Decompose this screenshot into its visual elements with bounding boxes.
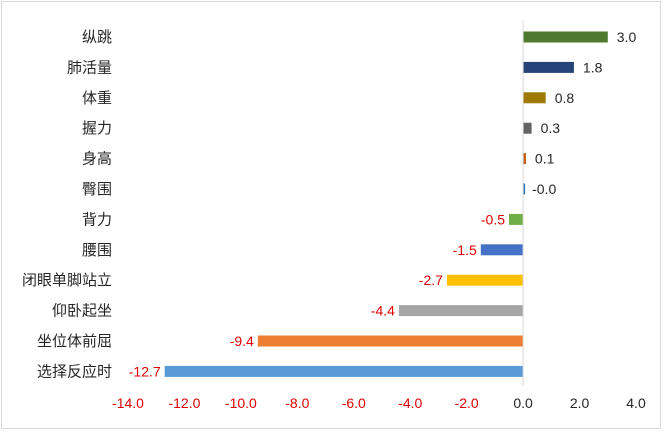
category-label: 仰卧起坐 [52,302,112,320]
x-tick-label: -6.0 [342,395,366,411]
x-tick-label: 4.0 [626,395,646,411]
category-label: 腰围 [82,241,112,259]
category-label: 体重 [82,89,112,107]
category-label: 握力 [82,119,112,137]
x-tick-label: 2.0 [570,395,590,411]
x-tick-label: -14.0 [112,395,144,411]
x-tick-label: -2.0 [455,395,479,411]
bar [523,92,546,104]
bar [523,183,526,195]
bars-group: 3.0 1.8 0.8 0.3 0.1 -0.0 -0.5-1.5 -2.7 -4.4 -9.4 -… [129,29,637,379]
bar [164,365,524,377]
category-label: 纵跳 [82,28,112,46]
data-label: -12.7 [129,363,161,379]
data-label: 1.8 [583,59,603,75]
data-label: 3.0 [617,29,637,45]
bar [523,61,574,73]
data-label: -4.4 [371,303,395,319]
category-label: 肺活量 [67,58,112,76]
bar [523,31,608,43]
x-tick-label: -12.0 [168,395,200,411]
data-label: -2.7 [419,272,443,288]
category-label: 身高 [82,150,112,168]
bar [480,244,524,256]
bar [398,305,524,317]
category-label: 臀围 [82,180,112,198]
x-tick-label: 0.0 [513,395,533,411]
category-label: 选择反应时 [37,362,112,380]
data-label: -0.0 [532,181,556,197]
data-label: -1.5 [453,242,477,258]
data-label: -0.5 [481,211,505,227]
category-label: 闭眼单脚站立 [22,271,112,289]
value-axis: -14.0 -12.0 -10.0 -8.0 -6.0 -4.0 -2.0 0.0 2.0 4.0 [112,20,646,411]
bar [257,335,524,347]
x-tick-label: -4.0 [398,395,422,411]
bar [509,213,524,225]
category-label: 坐位体前屈 [37,332,112,350]
data-label: 0.3 [541,120,561,136]
data-label: 0.8 [555,90,575,106]
data-label: 0.1 [535,151,555,167]
bar [446,274,524,286]
x-tick-label: -10.0 [225,395,257,411]
bar [523,122,532,134]
bar [523,153,526,165]
category-label: 背力 [82,210,112,228]
x-tick-label: -8.0 [285,395,309,411]
data-label: -9.4 [230,333,254,349]
